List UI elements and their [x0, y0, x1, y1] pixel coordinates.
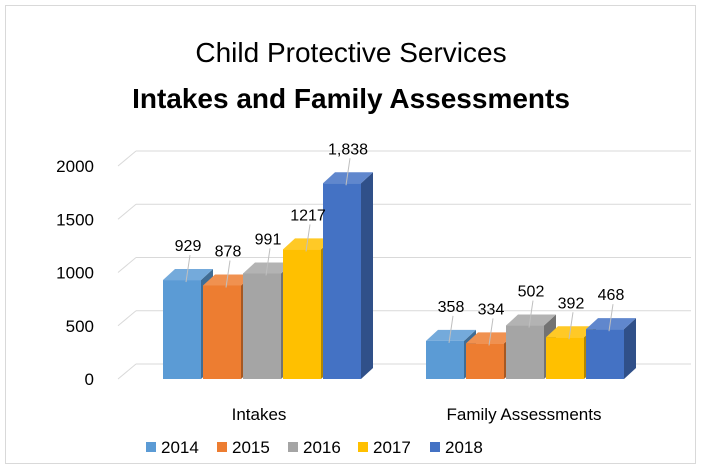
chart-subtitle: Intakes and Family Assessments	[132, 83, 570, 114]
gridline-side	[117, 150, 137, 167]
gridline-side	[117, 203, 137, 220]
data-label: 334	[478, 301, 505, 318]
bar-2018-family-assessments	[586, 318, 636, 379]
bar-front	[426, 340, 464, 379]
bar-front	[506, 325, 544, 379]
gridline-side	[117, 310, 137, 327]
data-label-leader	[488, 318, 494, 346]
data-label-leader	[608, 304, 614, 332]
category-label: Intakes	[232, 405, 287, 424]
chart-title-group: Child Protective Services Intakes and Fa…	[132, 37, 570, 114]
data-label: 878	[215, 243, 242, 260]
gridline-side	[117, 257, 137, 273]
bar-top	[163, 269, 213, 281]
bar-top	[506, 314, 556, 326]
y-tick-label: 2000	[56, 157, 94, 176]
bars	[163, 172, 636, 379]
legend-label: 2016	[303, 438, 341, 457]
y-tick-label: 500	[66, 317, 94, 336]
bar-front	[163, 280, 201, 379]
bar-top	[466, 332, 516, 344]
chart-area: Child Protective Services Intakes and Fa…	[5, 5, 696, 464]
bar-front	[283, 249, 321, 379]
data-label: 929	[175, 238, 202, 255]
data-label: 392	[558, 295, 585, 312]
data-label: 1217	[290, 207, 326, 224]
legend-label: 2018	[445, 438, 483, 457]
bar-front	[546, 337, 584, 379]
legend-item-2017: 2017	[358, 438, 411, 457]
bar-top	[283, 238, 333, 250]
data-label-leader	[305, 224, 311, 252]
bar-front	[466, 343, 504, 379]
data-label: 502	[518, 284, 545, 301]
data-label: 1,838	[328, 141, 368, 158]
bar-front	[243, 273, 281, 379]
bar-top	[426, 329, 476, 341]
legend-item-2018: 2018	[430, 438, 483, 457]
y-axis-tick-labels: 0 500 1000 1500 2000	[56, 157, 94, 389]
bar-top	[203, 274, 253, 286]
legend: 2014 2015 2016 2017 2018	[146, 438, 483, 457]
bar-front	[203, 285, 241, 379]
legend-item-2014: 2014	[146, 438, 199, 457]
bar-top	[546, 326, 596, 338]
y-tick-label: 1000	[56, 264, 94, 283]
data-label-leader	[185, 254, 191, 283]
legend-item-2015: 2015	[217, 438, 270, 457]
legend-swatch	[288, 442, 298, 452]
data-label-leader	[225, 260, 231, 288]
legend-swatch	[358, 442, 368, 452]
legend-swatch	[430, 442, 440, 452]
y-tick-label: 0	[85, 370, 94, 389]
bar-top	[323, 172, 373, 184]
legend-swatch	[146, 442, 156, 452]
legend-label: 2017	[373, 438, 411, 457]
chart-canvas: Child Protective Services Intakes and Fa…	[56, 37, 691, 457]
category-label: Family Assessments	[447, 405, 602, 424]
bar-top	[586, 318, 636, 330]
data-label: 468	[598, 287, 625, 304]
y-tick-label: 1500	[56, 210, 94, 229]
category-labels: Intakes Family Assessments	[232, 405, 602, 424]
data-label: 991	[255, 231, 282, 248]
data-label-leader	[448, 315, 454, 343]
data-label-leader	[528, 300, 534, 328]
bar-2018-intakes	[323, 172, 373, 379]
bar-top	[243, 262, 293, 274]
chart-title: Child Protective Services	[195, 37, 506, 68]
data-label-leader	[568, 312, 574, 340]
data-label-leader	[265, 248, 271, 276]
data-label: 358	[438, 299, 465, 316]
bar-side	[624, 318, 636, 379]
legend-swatch	[217, 442, 227, 452]
legend-item-2016: 2016	[288, 438, 341, 457]
legend-label: 2015	[232, 438, 270, 457]
bar-side	[361, 172, 373, 379]
legend-label: 2014	[161, 438, 199, 457]
bar-front	[586, 329, 624, 379]
bar-front	[323, 183, 361, 379]
data-label-leader	[345, 158, 351, 186]
gridline-side	[117, 363, 137, 380]
data-labels: 929 878 991 1217 1,838 358 334 502 392 468	[175, 141, 625, 346]
